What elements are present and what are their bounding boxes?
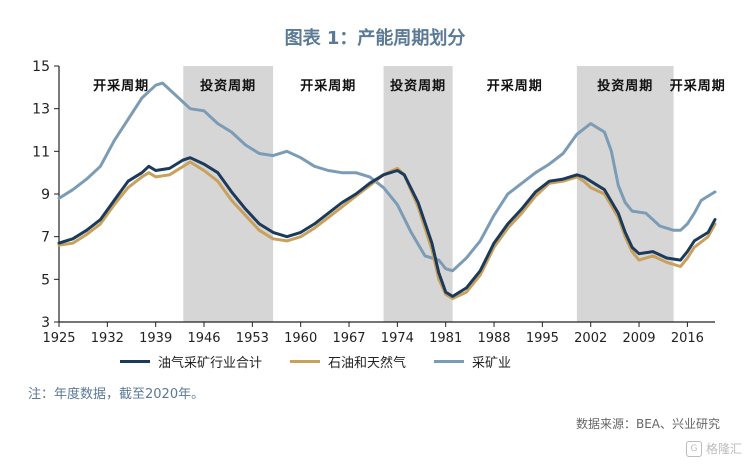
x-tick-label-1939: 1939 bbox=[139, 331, 172, 346]
x-tick-label-1974: 1974 bbox=[381, 331, 414, 346]
x-tick-label-1932: 1932 bbox=[91, 331, 124, 346]
y-tick-label-3: 3 bbox=[41, 315, 50, 331]
data-source: 数据来源：BEA、兴业研究 bbox=[575, 417, 720, 431]
y-tick-label-11: 11 bbox=[32, 144, 50, 160]
legend-item-oil-gas: 石油和天然气 bbox=[290, 352, 406, 371]
shaded-period-2 bbox=[576, 66, 674, 322]
legend-swatch-total bbox=[120, 360, 150, 363]
legend-item-mining: 采矿业 bbox=[434, 352, 511, 371]
watermark-logo-icon: G bbox=[685, 440, 702, 457]
x-tick-label-1995: 1995 bbox=[526, 331, 559, 346]
x-tick-label-2002: 2002 bbox=[574, 331, 607, 346]
legend-item-total: 油气采矿行业合计 bbox=[120, 352, 262, 371]
period-label-1: 投资周期 bbox=[200, 78, 256, 94]
x-tick-label-1967: 1967 bbox=[332, 331, 365, 346]
x-tick-label-2016: 2016 bbox=[671, 331, 704, 346]
series-line-0 bbox=[57, 156, 717, 298]
chart-title: 图表 1：产能周期划分 bbox=[284, 28, 466, 49]
legend-swatch-mining bbox=[434, 360, 465, 363]
y-tick-label-5: 5 bbox=[41, 272, 50, 288]
x-tick-label-1925: 1925 bbox=[42, 331, 75, 346]
line-chart: 3 5 7 9 11 13 15 1925 1932 1939 1946 1953 1960 1967 19… bbox=[32, 59, 726, 346]
x-tick-label-1953: 1953 bbox=[236, 331, 269, 346]
legend-label-oil-gas: 石油和天然气 bbox=[328, 356, 407, 371]
x-tick-label-1981: 1981 bbox=[429, 331, 462, 346]
series-line-2 bbox=[57, 81, 717, 273]
x-tick-label-1946: 1946 bbox=[187, 331, 220, 346]
period-label-0: 开采周期 bbox=[93, 78, 149, 94]
series-lines bbox=[57, 81, 717, 300]
legend: 油气采矿行业合计 石油和天然气 采矿业 bbox=[120, 352, 511, 371]
y-tick-label-9: 9 bbox=[41, 187, 50, 203]
period-label-5: 投资周期 bbox=[597, 78, 653, 94]
period-label-6: 开采周期 bbox=[670, 78, 726, 94]
y-tick-label-15: 15 bbox=[32, 59, 50, 75]
shaded-periods bbox=[183, 66, 674, 322]
legend-label-mining: 采矿业 bbox=[472, 356, 512, 371]
period-label-4: 开采周期 bbox=[487, 78, 543, 94]
x-tick-label-1960: 1960 bbox=[284, 331, 317, 346]
period-label-2: 开采周期 bbox=[300, 78, 356, 94]
watermark-text: 格隆汇 bbox=[705, 442, 742, 456]
y-tick-label-13: 13 bbox=[32, 102, 50, 118]
watermark: G 格隆汇 bbox=[685, 440, 742, 457]
footnote: 注：年度数据，截至2020年。 bbox=[28, 387, 205, 402]
period-labels: 开采周期 投资周期 开采周期 投资周期 开采周期 投资周期 开采周期 bbox=[93, 78, 726, 94]
x-tick-label-2009: 2009 bbox=[622, 331, 655, 346]
x-tick-label-1988: 1988 bbox=[477, 331, 510, 346]
period-label-3: 投资周期 bbox=[390, 78, 446, 94]
y-tick-label-7: 7 bbox=[41, 230, 50, 246]
legend-swatch-oil-gas bbox=[290, 360, 321, 363]
legend-label-total: 油气采矿行业合计 bbox=[158, 356, 263, 371]
axes: 3 5 7 9 11 13 15 1925 1932 1939 1946 1953 1960 1967 19… bbox=[32, 59, 715, 346]
